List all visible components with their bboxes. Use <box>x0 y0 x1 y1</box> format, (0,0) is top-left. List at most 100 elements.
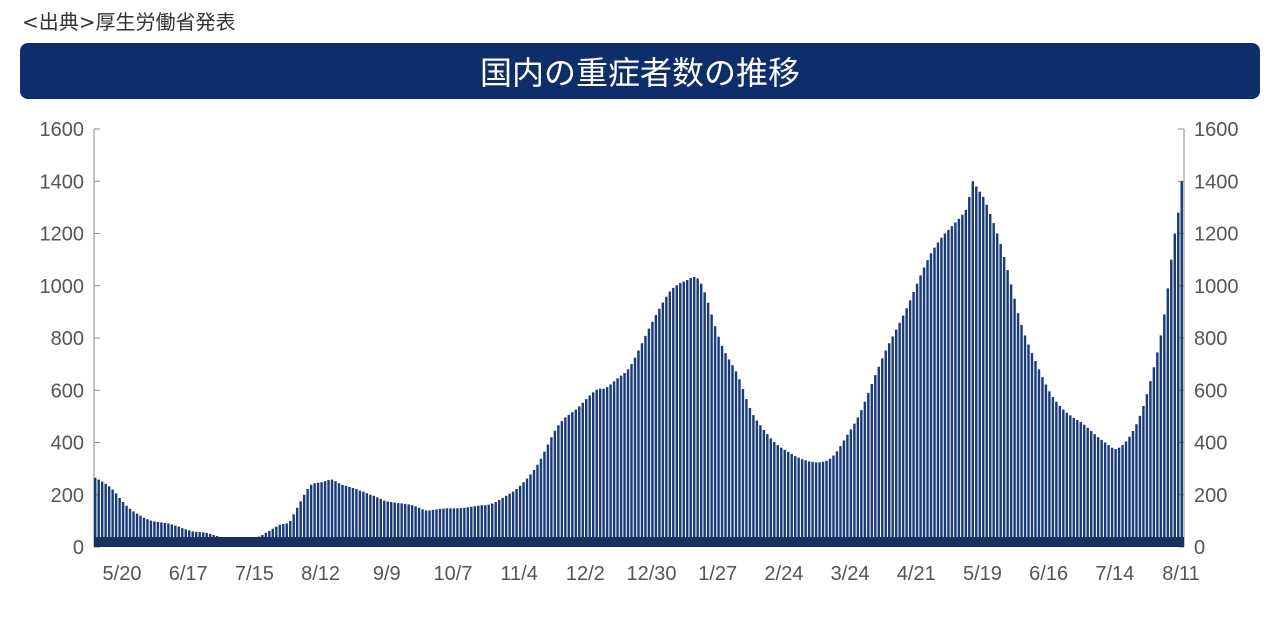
bar <box>518 485 522 547</box>
x-tick-label: 6/17 <box>169 563 208 585</box>
bar <box>128 508 132 547</box>
bar <box>1117 447 1121 547</box>
bar <box>929 253 933 548</box>
bar <box>912 292 915 547</box>
bar <box>724 353 727 547</box>
bar <box>776 445 779 547</box>
bar <box>908 300 912 547</box>
bar <box>484 505 487 547</box>
chart-title: 国内の重症者数の推移 <box>479 54 800 92</box>
bar <box>1170 259 1173 548</box>
bar <box>435 509 438 547</box>
bar <box>818 462 821 547</box>
bar <box>699 283 703 547</box>
bar <box>323 481 327 547</box>
bar <box>787 451 790 547</box>
x-tick-label: 3/24 <box>831 563 870 585</box>
bar <box>1058 405 1062 547</box>
bar <box>1159 335 1163 547</box>
y-tick-label-right: 600 <box>1194 380 1227 402</box>
bar <box>550 437 553 547</box>
bar <box>1103 442 1107 547</box>
x-tick-label: 9/9 <box>373 563 401 585</box>
bar <box>494 502 497 547</box>
bar <box>1006 270 1009 547</box>
bar <box>578 406 581 547</box>
bar <box>289 520 292 548</box>
bar <box>417 507 421 547</box>
bar <box>369 494 372 547</box>
bar <box>1149 381 1152 547</box>
y-tick-label-right: 400 <box>1194 433 1227 455</box>
y-tick-label-left: 600 <box>51 380 84 402</box>
bar <box>766 434 769 547</box>
bar <box>654 315 658 547</box>
bar <box>856 417 860 547</box>
bar <box>156 521 160 547</box>
bar <box>1121 445 1124 547</box>
bar <box>1034 360 1037 547</box>
bar <box>400 503 403 547</box>
bar <box>139 515 142 547</box>
x-tick-label: 5/19 <box>963 563 1002 585</box>
bar <box>839 446 842 547</box>
bar <box>473 506 477 547</box>
bar <box>713 326 717 547</box>
bar <box>1180 181 1183 547</box>
bar <box>835 451 839 547</box>
bar <box>515 489 518 547</box>
bar <box>623 373 626 547</box>
bar <box>463 507 466 547</box>
bar <box>598 388 602 547</box>
y-tick-label-left: 1600 <box>40 119 85 141</box>
bar <box>734 371 738 547</box>
bar <box>167 523 170 547</box>
bar <box>372 495 376 547</box>
bar <box>846 434 849 547</box>
bar <box>665 296 668 547</box>
bar <box>383 500 386 547</box>
bar <box>644 335 647 547</box>
bar <box>891 336 894 547</box>
bar <box>142 517 146 547</box>
bar <box>379 498 382 547</box>
bar <box>309 484 313 547</box>
y-tick-label-left: 1000 <box>40 276 85 298</box>
bar <box>330 479 334 547</box>
bar <box>783 449 786 547</box>
x-tick-label: 1/27 <box>698 563 737 585</box>
bar <box>146 519 149 547</box>
bar <box>511 491 515 547</box>
bar <box>821 461 825 547</box>
bar <box>1173 233 1176 547</box>
bar <box>1163 314 1166 547</box>
bar <box>612 381 616 547</box>
bar <box>295 507 299 547</box>
bar <box>449 508 452 547</box>
y-tick-label-left: 1400 <box>40 171 85 193</box>
bar <box>536 464 539 547</box>
bar <box>853 423 856 547</box>
bar <box>525 478 529 547</box>
bar <box>104 483 107 547</box>
bar <box>672 287 675 547</box>
bar <box>1002 257 1006 547</box>
bar <box>149 520 153 547</box>
bar <box>125 505 128 547</box>
bar <box>978 191 981 547</box>
bar <box>529 474 532 547</box>
bar <box>355 489 358 547</box>
bar <box>501 497 504 547</box>
bar <box>1086 427 1089 547</box>
y-tick-label-right: 1400 <box>1194 171 1239 193</box>
bar <box>421 509 424 547</box>
bar <box>344 485 348 547</box>
bar <box>1096 437 1100 547</box>
bar <box>1093 434 1096 547</box>
bar <box>936 242 940 547</box>
bar <box>442 508 445 547</box>
bar <box>1020 324 1023 547</box>
bar <box>874 375 877 547</box>
y-tick-label-right: 0 <box>1194 537 1205 559</box>
